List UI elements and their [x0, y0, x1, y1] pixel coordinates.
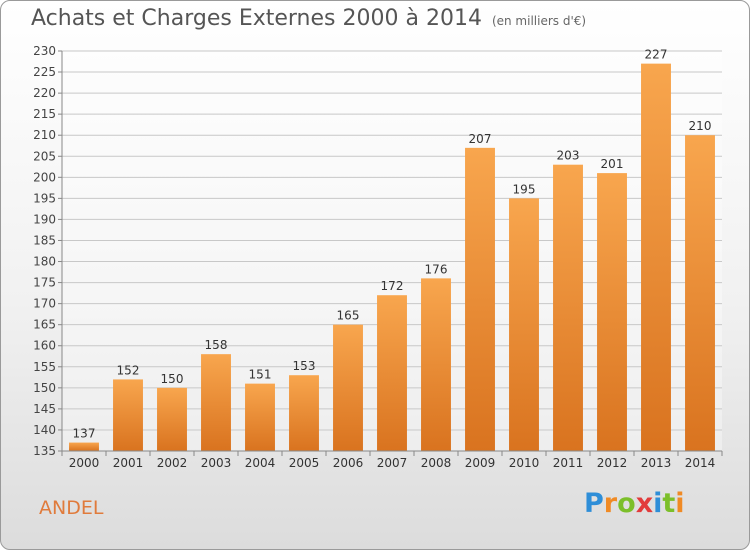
location-label: ANDEL — [39, 497, 104, 519]
y-tick-label: 220 — [33, 86, 56, 100]
y-tick-label: 205 — [33, 149, 56, 163]
logo-letter: i — [675, 488, 685, 519]
bar — [333, 324, 363, 451]
x-tick-label: 2000 — [69, 456, 100, 470]
data-label: 227 — [645, 48, 668, 62]
x-tick-label: 2008 — [421, 456, 452, 470]
x-tick-label: 2010 — [509, 456, 540, 470]
logo-letter: t — [662, 488, 676, 519]
x-tick-label: 2006 — [333, 456, 364, 470]
bar — [465, 147, 495, 451]
y-tick-label: 145 — [33, 402, 56, 416]
x-tick-label: 2014 — [685, 456, 716, 470]
y-tick-label: 190 — [33, 212, 56, 226]
data-label: 165 — [337, 309, 360, 323]
x-tick-label: 2012 — [597, 456, 628, 470]
data-label: 150 — [161, 372, 184, 386]
x-tick-label: 2011 — [553, 456, 584, 470]
y-tick-label: 170 — [33, 297, 56, 311]
bar — [509, 198, 539, 451]
logo-letter: o — [617, 488, 636, 519]
logo-letter: x — [635, 488, 654, 519]
y-tick-label: 160 — [33, 339, 56, 353]
bar — [201, 354, 231, 451]
bar — [685, 135, 715, 452]
y-tick-label: 135 — [33, 444, 56, 458]
x-tick-label: 2004 — [245, 456, 276, 470]
y-tick-label: 195 — [33, 191, 56, 205]
chart-subtitle: (en milliers d'€) — [491, 14, 587, 28]
data-label: 195 — [513, 182, 536, 196]
bar — [113, 379, 143, 451]
data-label: 151 — [249, 368, 272, 382]
data-label: 172 — [381, 279, 404, 293]
x-tick-label: 2007 — [377, 456, 408, 470]
x-tick-label: 2009 — [465, 456, 496, 470]
x-tick-label: 2005 — [289, 456, 320, 470]
logo-letter: i — [653, 488, 663, 519]
y-tick-label: 230 — [33, 44, 56, 58]
y-tick-label: 200 — [33, 170, 56, 184]
data-label: 210 — [689, 119, 712, 133]
data-label: 153 — [293, 359, 316, 373]
y-tick-label: 175 — [33, 276, 56, 290]
data-label: 201 — [601, 157, 624, 171]
logo-letter: P — [584, 488, 604, 519]
data-label: 203 — [557, 149, 580, 163]
logo-letter: r — [603, 488, 618, 519]
x-axis: 2000 2001 2002 2003 2004 2005 2006 2007 2008 2009… — [61, 450, 723, 470]
x-tick-label: 2001 — [113, 456, 144, 470]
y-tick-label: 215 — [33, 107, 56, 121]
data-label: 176 — [425, 262, 448, 276]
data-label: 207 — [469, 132, 492, 146]
bars: 137 152 150 158 151 153 165 172 176 207 195 203 201 2… — [69, 48, 715, 452]
bar — [421, 278, 451, 451]
title-text: Achats et Charges Externes 2000 à 2014 — [31, 6, 482, 31]
data-label: 137 — [73, 427, 96, 441]
x-tick-label: 2013 — [641, 456, 672, 470]
y-tick-label: 140 — [33, 423, 56, 437]
bar — [69, 442, 99, 451]
data-label: 152 — [117, 363, 140, 377]
bar — [377, 295, 407, 451]
bar — [289, 375, 319, 451]
x-tick-label: 2002 — [157, 456, 188, 470]
y-tick-label: 155 — [33, 360, 56, 374]
chart-title: Achats et Charges Externes 2000 à 2014 (e… — [31, 6, 586, 31]
y-axis: 135 140 145 150 155 160 165 170 175 180 185 190 195 2… — [33, 44, 63, 458]
y-tick-label: 180 — [33, 255, 56, 269]
bar — [245, 383, 275, 451]
y-tick-label: 185 — [33, 233, 56, 247]
y-tick-label: 150 — [33, 381, 56, 395]
data-label: 158 — [205, 338, 228, 352]
bar — [157, 387, 187, 451]
proxiti-logo[interactable]: Proxiti — [584, 488, 685, 519]
bar — [597, 173, 627, 451]
bar — [553, 164, 583, 451]
x-tick-label: 2003 — [201, 456, 232, 470]
y-tick-label: 165 — [33, 318, 56, 332]
y-tick-label: 210 — [33, 128, 56, 142]
y-tick-label: 225 — [33, 65, 56, 79]
bar — [641, 63, 671, 451]
